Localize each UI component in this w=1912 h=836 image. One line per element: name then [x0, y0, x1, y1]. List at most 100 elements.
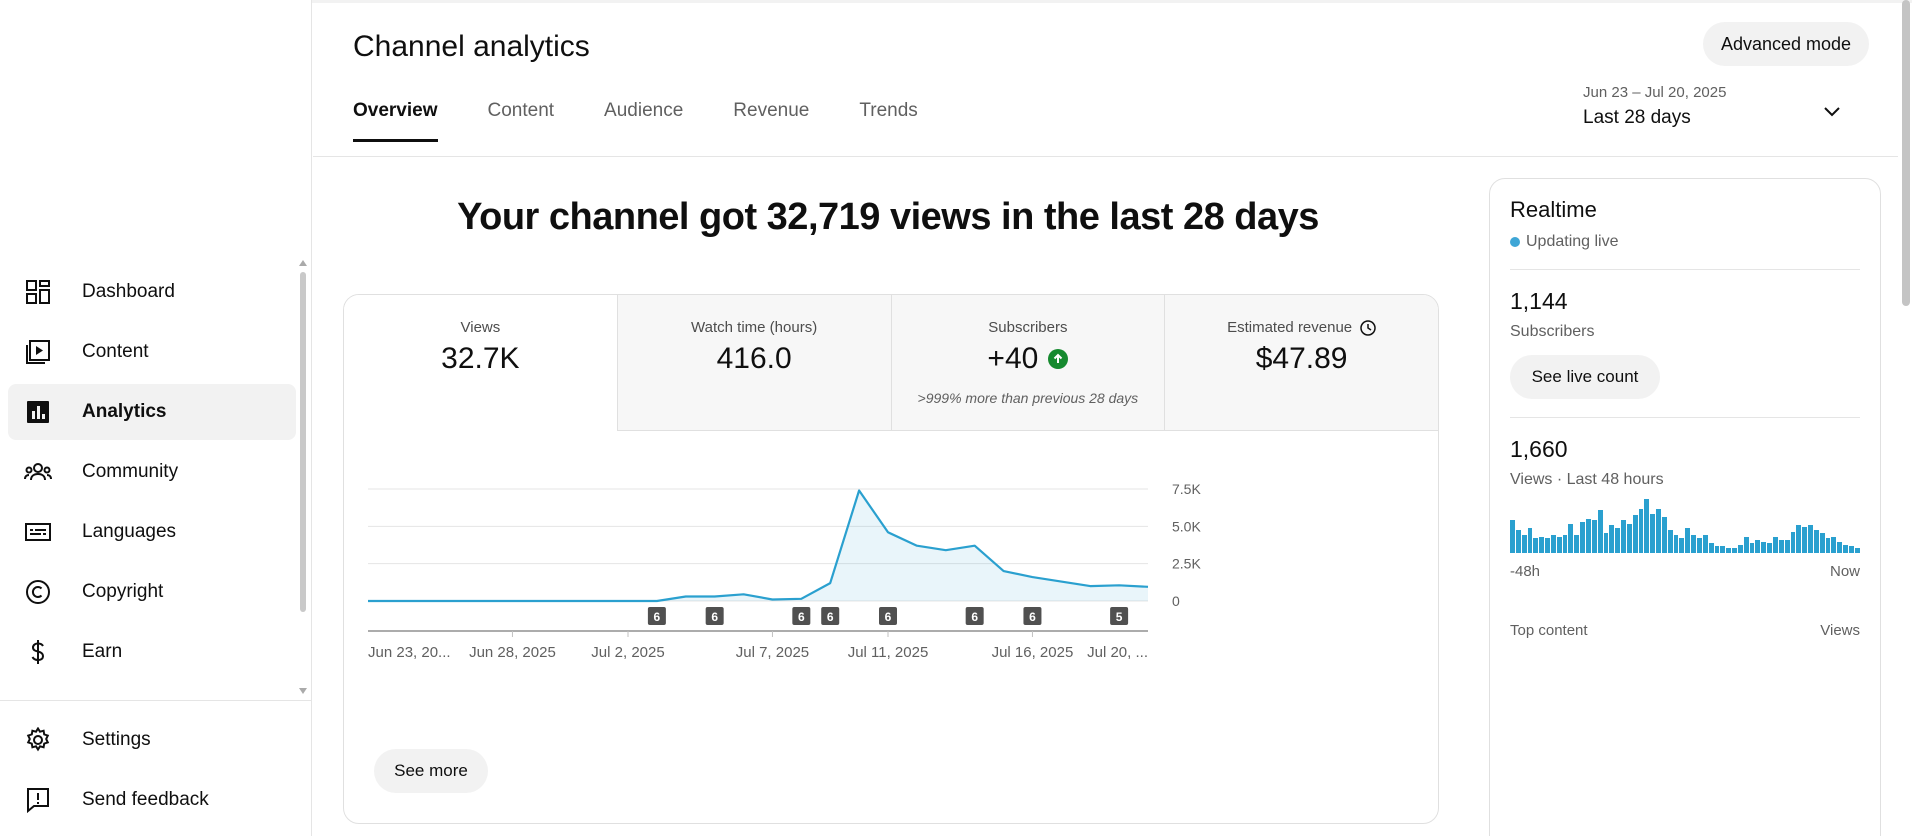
realtime-bar: [1661, 517, 1667, 553]
realtime-views-label: Views · Last 48 hours: [1510, 471, 1664, 488]
scroll-up-arrow[interactable]: [299, 260, 307, 266]
realtime-card: Realtime Updating live 1,144 Subscribers…: [1489, 178, 1881, 836]
sidebar-item-copyright[interactable]: Copyright: [8, 564, 296, 620]
x-tick-label: Jul 7, 2025: [736, 644, 809, 661]
realtime-bar: [1533, 538, 1539, 553]
tab-revenue[interactable]: Revenue: [733, 100, 810, 121]
x-tick-label: Jul 20, ...: [1087, 644, 1148, 661]
realtime-bar: [1515, 530, 1521, 553]
realtime-bar: [1580, 521, 1585, 553]
tab-trends[interactable]: Trends: [859, 100, 918, 121]
realtime-bar: [1562, 535, 1568, 553]
top-bar: [0, 0, 1912, 3]
realtime-bar: [1685, 528, 1691, 553]
analytics-icon: [24, 398, 52, 426]
sidebar-item-content[interactable]: Content: [8, 324, 296, 380]
metric-subscribers[interactable]: Subscribers +40 >999% more than previous…: [890, 295, 1165, 431]
event-marker-label: 6: [885, 610, 892, 624]
realtime-bar: [1656, 508, 1661, 553]
realtime-subscribers-label: Subscribers: [1510, 323, 1595, 340]
top-views-label: Views: [1820, 622, 1860, 639]
y-tick-label: 7.5K: [1172, 481, 1201, 497]
metric-value: 416.0: [716, 342, 792, 375]
tab-content[interactable]: Content: [487, 100, 555, 121]
sidebar-item-feedback[interactable]: Send feedback: [8, 772, 296, 828]
realtime-bar: [1626, 523, 1632, 553]
realtime-bar: [1808, 525, 1813, 553]
metric-revenue[interactable]: Estimated revenue $47.89: [1164, 295, 1438, 431]
main: Channel analytics Advanced mode Overview…: [313, 0, 1898, 836]
sidebar-item-label: Dashboard: [82, 281, 175, 302]
date-range-dates: Jun 23 – Jul 20, 2025: [1583, 84, 1727, 101]
x-tick-label: Jul 11, 2025: [848, 644, 929, 661]
sidebar-item-label: Copyright: [82, 581, 164, 602]
realtime-bar: [1615, 528, 1621, 553]
realtime-bar: [1837, 541, 1843, 553]
advanced-mode-button[interactable]: Advanced mode: [1703, 22, 1869, 66]
sidebar-item-analytics[interactable]: Analytics: [8, 384, 296, 440]
realtime-bar: [1802, 526, 1808, 553]
sidebar-item-earn[interactable]: Earn: [8, 624, 296, 680]
x-tick-label: Jul 2, 2025: [591, 644, 664, 661]
realtime-bar: [1539, 536, 1545, 553]
realtime-bar: [1714, 546, 1720, 553]
views-series-line: [368, 489, 1149, 603]
realtime-bar: [1737, 544, 1743, 553]
realtime-bar: [1761, 541, 1767, 553]
sidebar: Dashboard Content Analytics Community La…: [0, 0, 312, 836]
divider: [1510, 269, 1860, 270]
live-dot-icon: [1510, 237, 1520, 247]
see-more-button[interactable]: See more: [374, 749, 488, 793]
metric-label: Views: [460, 319, 501, 336]
event-marker: [647, 607, 666, 625]
realtime-bar: [1545, 538, 1550, 553]
realtime-bar: [1621, 520, 1626, 553]
realtime-bar: [1784, 539, 1790, 553]
realtime-bar: [1679, 538, 1685, 553]
scroll-down-arrow[interactable]: [299, 688, 307, 694]
realtime-title: Realtime: [1510, 197, 1597, 222]
see-live-count-button[interactable]: See live count: [1510, 355, 1660, 399]
sidebar-item-languages[interactable]: Languages: [8, 504, 296, 560]
feedback-icon: [24, 786, 52, 814]
realtime-bar: [1697, 538, 1702, 553]
axis-start-label: -48h: [1510, 563, 1541, 580]
metric-watch-time[interactable]: Watch time (hours) 416.0: [616, 295, 891, 431]
metric-value: $47.89: [1255, 342, 1348, 375]
copyright-icon: [24, 578, 52, 606]
divider: [1510, 417, 1860, 418]
event-marker-label: 6: [1029, 610, 1036, 624]
sidebar-item-settings[interactable]: Settings: [8, 712, 296, 768]
sidebar-scrollbar[interactable]: [300, 272, 306, 612]
metric-value: +40: [987, 342, 1039, 375]
realtime-bar: [1702, 535, 1708, 553]
sidebar-item-dashboard[interactable]: Dashboard: [8, 264, 296, 320]
views-area: [368, 490, 1148, 601]
realtime-views-value: 1,660: [1510, 436, 1568, 462]
views-chart-svg: 0 2.5K 5.0K 7.5K 6 6 6 6 6 6 6 5 Jun 23, 20... Jun 28…: [367, 481, 1201, 661]
metric-value-row: +40: [892, 342, 1165, 376]
realtime-subscribers-value: 1,144: [1510, 288, 1568, 314]
top-content-label: Top content: [1510, 622, 1588, 639]
event-marker-label: 6: [798, 610, 805, 624]
date-range-picker[interactable]: Jun 23 – Jul 20, 2025 Last 28 days: [1583, 84, 1863, 140]
event-marker: [792, 607, 811, 625]
page-scrollbar[interactable]: [1902, 0, 1910, 306]
realtime-bar: [1843, 544, 1848, 553]
realtime-bar: [1790, 531, 1796, 553]
tab-overview[interactable]: Overview: [353, 100, 438, 142]
y-tick-label: 5.0K: [1172, 518, 1201, 534]
event-marker: [879, 607, 897, 625]
realtime-bar: [1638, 508, 1644, 553]
sidebar-item-community[interactable]: Community: [8, 444, 296, 500]
realtime-bar: [1854, 548, 1860, 553]
event-marker: [1023, 607, 1042, 625]
realtime-bar: [1819, 533, 1825, 553]
tab-audience[interactable]: Audience: [604, 100, 684, 121]
realtime-bar: [1521, 535, 1527, 553]
sidebar-nav: Dashboard Content Analytics Community La…: [8, 264, 296, 684]
realtime-bar-chart[interactable]: [1510, 499, 1860, 553]
arrow-up-icon: [1048, 349, 1069, 369]
realtime-axis: -48h Now: [1510, 563, 1860, 580]
metric-views[interactable]: Views 32.7K: [344, 295, 617, 431]
